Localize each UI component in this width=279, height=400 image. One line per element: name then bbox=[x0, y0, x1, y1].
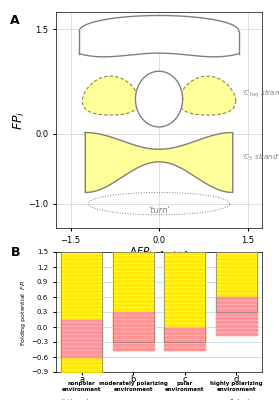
Text: 'helix': 'helix' bbox=[150, 99, 174, 108]
Y-axis label: Folding potential  $\mathit{FP}_i$: Folding potential $\mathit{FP}_i$ bbox=[19, 278, 28, 346]
Y-axis label: $\mathit{FP}_i$: $\mathit{FP}_i$ bbox=[11, 110, 27, 130]
Text: moderately polarizing
environment: moderately polarizing environment bbox=[99, 381, 168, 392]
Bar bbox=[61, 252, 102, 372]
Text: c: c bbox=[182, 375, 187, 384]
Text: '$C_5$ strand': '$C_5$ strand' bbox=[242, 151, 279, 162]
Text: b: b bbox=[131, 375, 136, 384]
Text: '$C_{7eq}$ strand': '$C_{7eq}$ strand' bbox=[242, 87, 279, 100]
Text: highly polarizing
environment: highly polarizing environment bbox=[210, 381, 263, 392]
Polygon shape bbox=[80, 16, 239, 57]
Text: d: d bbox=[234, 375, 239, 384]
Text: $\Delta\mathit{FP}_{i-1\rightarrow i+1}$: $\Delta\mathit{FP}_{i-1\rightarrow i+1}$ bbox=[129, 245, 189, 259]
Text: nonpolar
environment: nonpolar environment bbox=[62, 381, 101, 392]
Text: B: B bbox=[10, 246, 20, 259]
Text: 'turn': 'turn' bbox=[148, 15, 170, 24]
Text: a: a bbox=[79, 375, 84, 384]
Bar bbox=[216, 252, 257, 312]
Bar bbox=[113, 252, 154, 342]
Text: 'turn': 'turn' bbox=[148, 206, 170, 215]
Polygon shape bbox=[179, 76, 236, 115]
Text: A: A bbox=[10, 14, 20, 27]
Polygon shape bbox=[135, 71, 183, 127]
Bar bbox=[164, 252, 205, 342]
Polygon shape bbox=[82, 76, 139, 115]
Text: polar
environment: polar environment bbox=[165, 381, 205, 392]
Polygon shape bbox=[85, 132, 233, 192]
